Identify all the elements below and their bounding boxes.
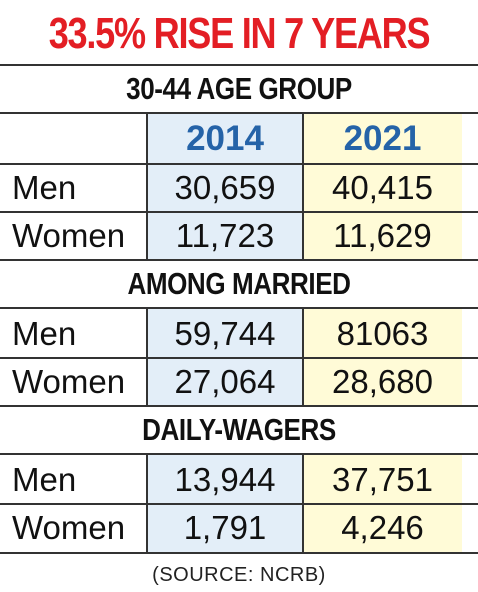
section-title: 30-44 AGE GROUP <box>126 71 352 106</box>
table-cell: 28,680 <box>332 363 433 400</box>
row-label-women: Women <box>12 217 126 254</box>
divider <box>0 211 478 213</box>
column-2021-background <box>303 114 462 259</box>
row-label-women: Women <box>12 509 126 546</box>
divider <box>0 503 478 505</box>
divider <box>0 405 478 407</box>
table-cell: 4,246 <box>341 509 424 546</box>
table-cell: 13,944 <box>174 461 276 498</box>
section-title: DAILY-WAGERS <box>142 412 336 447</box>
row-label-women: Women <box>12 363 126 400</box>
table-cell: 1,791 <box>183 509 267 546</box>
year-header-2021: 2021 <box>343 119 422 158</box>
divider <box>0 259 478 261</box>
table-cell: 11,723 <box>175 217 275 254</box>
divider <box>0 357 478 359</box>
year-header-2014: 2014 <box>186 119 264 158</box>
table-cell: 11,629 <box>333 217 432 254</box>
table-cell: 27,064 <box>174 363 276 400</box>
column-divider <box>146 114 148 259</box>
source-note: (SOURCE: NCRB) <box>152 564 326 586</box>
table-cell: 30,659 <box>174 169 276 206</box>
divider <box>0 307 478 309</box>
row-label-men: Men <box>12 315 77 352</box>
table-cell: 81063 <box>336 315 429 352</box>
table-cell: 37,751 <box>332 461 433 498</box>
row-label-men: Men <box>12 461 77 498</box>
divider <box>0 64 478 66</box>
divider <box>0 112 478 114</box>
column-divider <box>302 114 304 259</box>
divider <box>0 453 478 455</box>
chart-title: 33.5% RISE IN 7 YEARS <box>48 9 431 58</box>
divider <box>0 163 478 165</box>
row-label-men: Men <box>12 169 77 206</box>
divider <box>0 552 478 554</box>
column-2014-background <box>147 114 303 259</box>
section-title: AMONG MARRIED <box>127 266 351 301</box>
table-cell: 40,415 <box>332 169 433 206</box>
table-cell: 59,744 <box>174 315 276 352</box>
